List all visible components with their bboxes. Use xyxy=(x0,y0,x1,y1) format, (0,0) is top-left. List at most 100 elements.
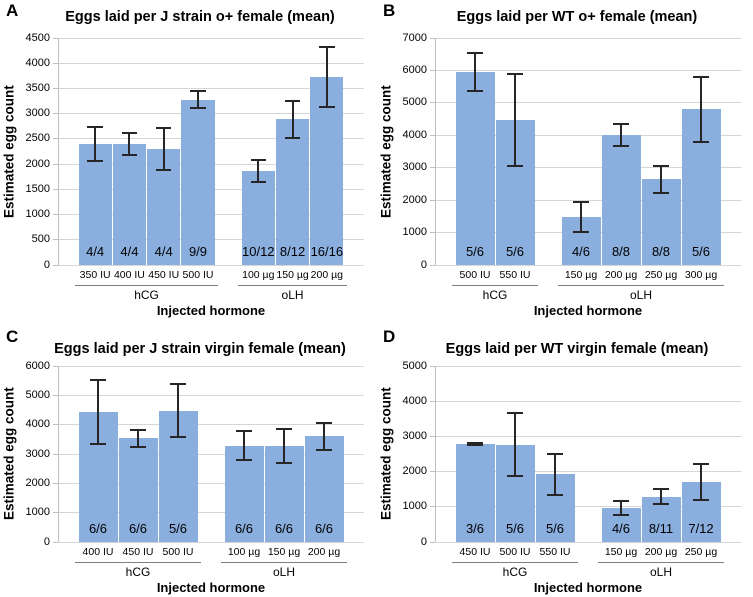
y-axis-line xyxy=(435,366,436,542)
plot-area: 0 1000 2000 3000 4000 5000 3/6 5/6 5/6 4/6 8/11 7/1… xyxy=(403,360,741,548)
y-tick-label: 2000 xyxy=(402,465,427,478)
error-bar xyxy=(156,126,172,172)
bar-count-label: 6/6 xyxy=(314,521,334,536)
y-tick-mark xyxy=(53,394,58,396)
error-bar xyxy=(613,500,629,517)
chart-panel-a: A Eggs laid per J strain o+ female (mean)… xyxy=(0,0,376,320)
x-category-label: 500 IU xyxy=(499,546,531,558)
error-bar-line xyxy=(257,158,260,183)
bar xyxy=(601,135,641,265)
x-category-label: 500 IU xyxy=(182,269,214,281)
y-tick-mark xyxy=(430,400,435,402)
error-bar-top-cap xyxy=(130,428,146,431)
error-bar xyxy=(130,428,146,449)
bar xyxy=(455,443,495,542)
group-label: hCG xyxy=(134,288,159,302)
y-tick-mark xyxy=(53,138,58,140)
y-tick-label: 3000 xyxy=(402,161,427,174)
error-bar-top-cap xyxy=(693,463,709,466)
error-bar-top-cap xyxy=(87,126,103,129)
error-bar-top-cap xyxy=(507,72,523,75)
error-bar-top-cap xyxy=(613,500,629,503)
y-tick-mark xyxy=(53,37,58,39)
gridline xyxy=(58,482,364,484)
error-bar-line xyxy=(660,488,662,506)
error-bar-line xyxy=(323,422,325,451)
y-tick-label: 7000 xyxy=(402,31,427,44)
error-bar-bottom-cap xyxy=(316,448,332,451)
y-tick-label: 4000 xyxy=(25,56,50,69)
error-bar-top-cap xyxy=(156,126,172,129)
y-tick-label: 0 xyxy=(420,258,427,271)
bar-count-label: 6/6 xyxy=(274,521,294,536)
gridline xyxy=(58,264,364,266)
error-bar-line xyxy=(580,201,582,233)
x-category-label: 150 µg xyxy=(276,269,309,281)
gridline xyxy=(435,541,741,543)
y-tick-mark xyxy=(53,424,58,426)
error-bar xyxy=(250,158,266,183)
chart-title: Eggs laid per J strain o+ female (mean) xyxy=(65,9,335,25)
y-tick-label: 4000 xyxy=(402,394,427,407)
chart-panel-c: C Eggs laid per J strain virgin female (m… xyxy=(0,320,376,597)
error-bar-bottom-cap xyxy=(87,159,103,162)
error-bar-line xyxy=(128,131,131,157)
panel-letter: C xyxy=(6,327,19,346)
y-tick-label: 3000 xyxy=(25,447,50,460)
y-tick-label: 0 xyxy=(43,535,50,548)
error-bar-top-cap xyxy=(250,158,266,161)
error-bar-line xyxy=(196,89,199,110)
error-bar-top-cap xyxy=(653,488,669,491)
plot-area: 0 1000 2000 3000 4000 5000 6000 7000 5/6 5/6 4/6 8/… xyxy=(403,32,741,271)
group-underline xyxy=(452,285,538,286)
error-bar xyxy=(573,201,589,233)
bar-count-label: 5/6 xyxy=(168,521,188,536)
y-tick-label: 1500 xyxy=(25,182,50,195)
y-tick-label: 3500 xyxy=(25,81,50,94)
group-underline xyxy=(75,562,201,563)
chart-title: Eggs laid per WT o+ female (mean) xyxy=(456,9,698,25)
group-label: hCG xyxy=(125,565,151,579)
y-tick-mark xyxy=(430,541,435,543)
error-bar-line xyxy=(474,441,476,446)
gridline xyxy=(435,264,741,266)
error-bar-bottom-cap xyxy=(507,475,523,478)
y-tick-mark xyxy=(430,199,435,201)
y-tick-mark xyxy=(430,134,435,136)
y-tick-mark xyxy=(53,482,58,484)
y-axis-line xyxy=(435,38,436,265)
y-tick-mark xyxy=(53,87,58,89)
x-category-label: 400 IU xyxy=(113,269,145,281)
error-bar-bottom-cap xyxy=(236,459,252,462)
error-bar xyxy=(276,428,292,464)
gridline xyxy=(58,365,364,367)
error-bar xyxy=(653,164,669,194)
bar xyxy=(241,170,275,265)
error-bar-line xyxy=(620,123,622,148)
bar xyxy=(275,119,310,265)
y-tick-label: 1000 xyxy=(402,500,427,513)
error-bar xyxy=(467,51,483,93)
y-axis-label: Estimated egg count xyxy=(378,387,394,521)
bar-count-label: 4/4 xyxy=(86,244,105,259)
error-bar-top-cap xyxy=(190,89,206,92)
bar-count-label: 4/6 xyxy=(611,521,631,536)
group-label: oLH xyxy=(649,565,672,579)
y-tick-mark xyxy=(53,62,58,64)
panel-letter: B xyxy=(383,1,396,20)
x-category-label: 150 µg xyxy=(267,546,301,558)
group-label: oLH xyxy=(272,565,295,579)
y-tick-mark xyxy=(430,232,435,234)
error-bar-line xyxy=(700,463,702,502)
y-tick-label: 500 xyxy=(31,233,50,246)
group-label: oLH xyxy=(281,288,304,302)
gridline xyxy=(435,435,741,437)
x-axis-label: Injected hormone xyxy=(533,580,643,595)
x-category-label: 200 µg xyxy=(310,269,343,281)
y-tick-mark xyxy=(53,512,58,514)
error-bar-top-cap xyxy=(121,131,138,134)
bar-count-label: 6/6 xyxy=(88,521,108,536)
x-category-label: 150 µg xyxy=(604,546,638,558)
error-bar xyxy=(693,463,709,502)
error-bar xyxy=(507,412,523,478)
